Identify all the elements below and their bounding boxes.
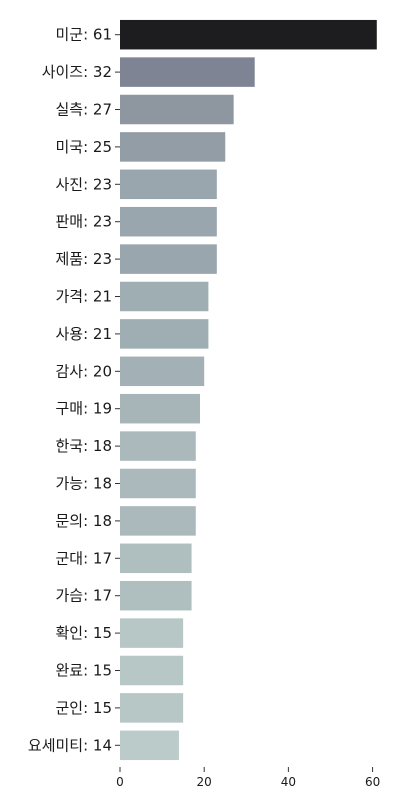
x-tick-label: 60 bbox=[365, 775, 380, 789]
category-label: 가격: 21 bbox=[55, 288, 112, 306]
category-label: 문의: 18 bbox=[55, 512, 112, 530]
category-labels: 미군: 61 사이즈: 32 실측: 27 미국: 25 사진: 23 판매: 23 제품:… bbox=[28, 26, 120, 754]
bar bbox=[120, 393, 200, 424]
x-tick-label: 20 bbox=[197, 775, 212, 789]
bar bbox=[120, 94, 234, 125]
bar bbox=[120, 206, 217, 237]
bar bbox=[120, 169, 217, 200]
category-label: 군대: 17 bbox=[55, 549, 112, 567]
category-label: 확인: 15 bbox=[55, 624, 112, 642]
bar bbox=[120, 543, 192, 574]
category-label: 가슴: 17 bbox=[55, 587, 112, 605]
category-label: 제품: 23 bbox=[55, 250, 112, 268]
category-label: 사진: 23 bbox=[55, 175, 112, 193]
bar bbox=[120, 356, 205, 387]
category-label: 한국: 18 bbox=[55, 437, 112, 455]
category-label: 미군: 61 bbox=[55, 26, 112, 44]
bar bbox=[120, 431, 196, 461]
bars-group bbox=[120, 19, 377, 761]
bar bbox=[120, 618, 184, 648]
bar bbox=[120, 19, 377, 50]
bar bbox=[120, 730, 179, 761]
bar bbox=[120, 693, 184, 723]
category-label: 사용: 21 bbox=[55, 325, 112, 343]
x-tick-label: 40 bbox=[281, 775, 296, 789]
category-label: 요세미티: 14 bbox=[28, 736, 112, 754]
x-tick-label: 0 bbox=[116, 775, 124, 789]
bar bbox=[120, 506, 196, 536]
category-label: 군인: 15 bbox=[55, 699, 112, 717]
bar bbox=[120, 281, 209, 312]
category-label: 구매: 19 bbox=[55, 400, 112, 418]
category-label: 실측: 27 bbox=[55, 101, 112, 119]
category-label: 미국: 25 bbox=[55, 138, 112, 156]
category-label: 판매: 23 bbox=[55, 213, 112, 231]
category-label: 완료: 15 bbox=[55, 662, 112, 680]
bar bbox=[120, 132, 226, 162]
bar bbox=[120, 655, 184, 686]
bar bbox=[120, 244, 217, 274]
bar bbox=[120, 319, 209, 349]
category-label: 가능: 18 bbox=[55, 475, 112, 493]
category-label: 사이즈: 32 bbox=[42, 63, 112, 81]
category-label: 감사: 20 bbox=[55, 362, 112, 380]
bar bbox=[120, 468, 196, 499]
bar bbox=[120, 57, 255, 87]
bar bbox=[120, 580, 192, 611]
x-axis: 0 20 40 60 bbox=[116, 767, 380, 789]
